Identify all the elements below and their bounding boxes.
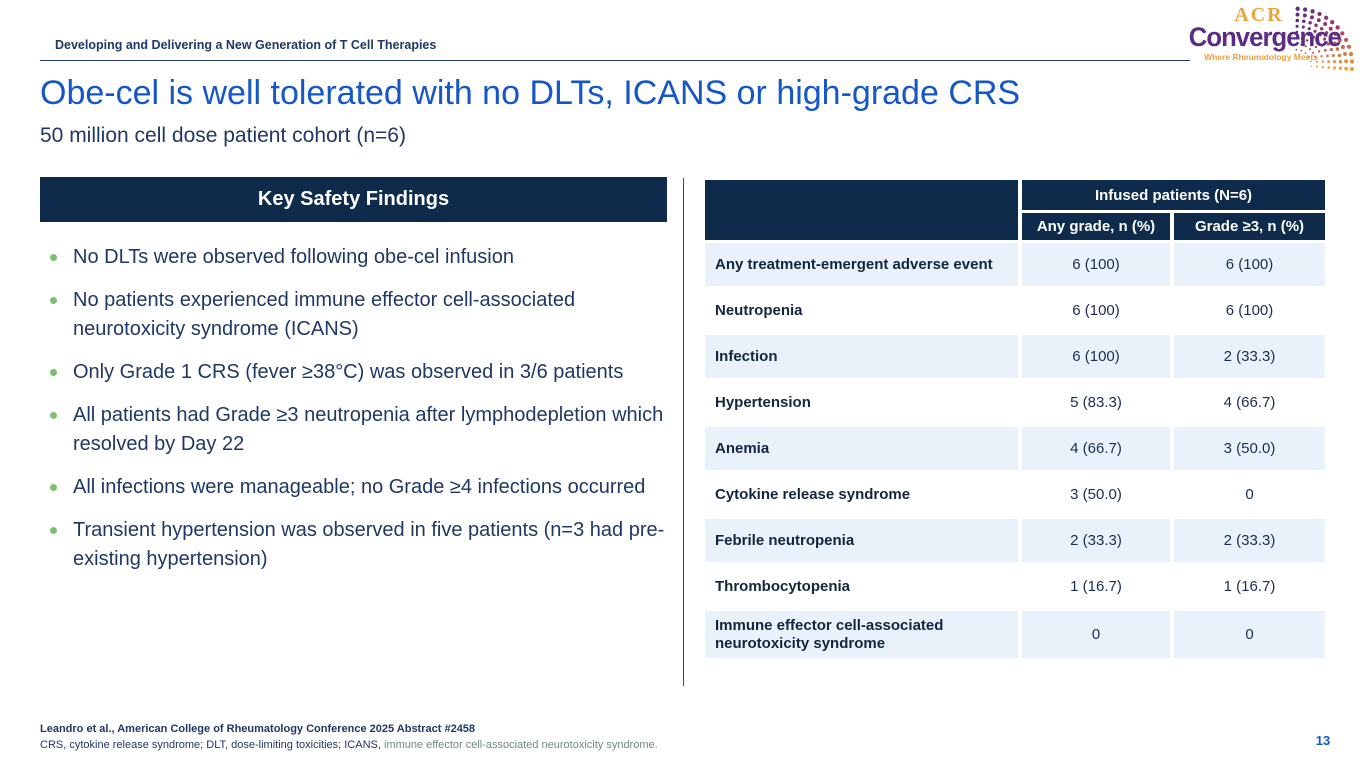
bullet-item: No DLTs were observed following obe-cel …: [40, 243, 668, 272]
table-cell-grade3: 6 (100): [1225, 302, 1274, 319]
table-cell-any-grade: 0: [1022, 611, 1170, 658]
abbreviations-navy: CRS, cytokine release syndrome; DLT, dos…: [40, 739, 384, 751]
table-cell-any-grade: 5 (83.3): [1070, 394, 1122, 411]
acr-convergence-logo: ACR Convergence Where Rheumatology Meets: [1185, 3, 1357, 71]
table-row-label: Cytokine release syndrome: [715, 485, 911, 503]
table-row-label: Anemia: [705, 427, 1018, 470]
key-safety-findings-header: Key Safety Findings: [40, 177, 667, 222]
table-cell-grade3: 4 (66.7): [1223, 394, 1276, 411]
abbreviations-green: immune effector cell-associated neurotox…: [383, 739, 658, 751]
table-cell-grade3: 2 (33.3): [1174, 335, 1325, 378]
key-findings-list: No DLTs were observed following obe-cel …: [40, 243, 668, 588]
table-cell-grade3: 1 (16.7): [1223, 578, 1276, 595]
bullet-item: Transient hypertension was observed in f…: [40, 516, 668, 574]
table-cell-grade3: 3 (50.0): [1174, 427, 1325, 470]
table-cell-any-grade: 3 (50.0): [1070, 486, 1122, 503]
table-cell-any-grade: 6 (100): [1022, 243, 1170, 286]
table-row-label: Hypertension: [715, 393, 811, 411]
header-divider: [40, 60, 1190, 61]
table-row-label: Febrile neutropenia: [705, 519, 1018, 562]
vertical-divider: [683, 178, 684, 686]
table-cell-grade3: 0: [1245, 486, 1254, 503]
table-row-label: Any treatment-emergent adverse event: [705, 243, 1018, 286]
table-cell-grade3: 2 (33.3): [1174, 519, 1325, 562]
slide-title: Obe-cel is well tolerated with no DLTs, …: [40, 74, 1021, 112]
table-row-label: Neutropenia: [715, 301, 803, 319]
table-cell-grade3: 6 (100): [1174, 243, 1325, 286]
bullet-item: No patients experienced immune effector …: [40, 286, 668, 344]
logo-dots-decoration: [1295, 6, 1355, 71]
slide-subtitle: 50 million cell dose patient cohort (n=6…: [40, 124, 406, 147]
table-cell-any-grade: 4 (66.7): [1022, 427, 1170, 470]
citation: Leandro et al., American College of Rheu…: [40, 723, 476, 735]
logo-tagline: Where Rheumatology Meets: [1204, 52, 1318, 62]
table-cell-any-grade: 6 (100): [1022, 335, 1170, 378]
logo-convergence-text: Convergence: [1188, 22, 1342, 52]
table-column-header-any-grade: Any grade, n (%): [1022, 213, 1170, 240]
table-row-label: Thrombocytopenia: [715, 577, 851, 595]
table-cell-any-grade: 6 (100): [1072, 302, 1120, 319]
table-corner-cell: [705, 180, 1018, 240]
abbreviations: CRS, cytokine release syndrome; DLT, dos…: [40, 739, 658, 751]
table-row-label: Infection: [705, 335, 1018, 378]
logo-acr-text: ACR: [1234, 4, 1284, 26]
table-group-header: Infused patients (N=6): [1022, 180, 1325, 210]
adverse-events-table: Infused patients (N=6) Any grade, n (%) …: [705, 180, 1325, 658]
presentation-title: Developing and Delivering a New Generati…: [55, 38, 437, 52]
bullet-item: All infections were manageable; no Grade…: [40, 473, 668, 502]
table-column-header-grade3: Grade ≥3, n (%): [1174, 213, 1325, 240]
table-cell-grade3: 0: [1174, 611, 1325, 658]
table-cell-any-grade: 2 (33.3): [1022, 519, 1170, 562]
bullet-item: All patients had Grade ≥3 neutropenia af…: [40, 401, 668, 459]
page-number: 13: [1315, 733, 1331, 748]
table-cell-any-grade: 1 (16.7): [1070, 578, 1122, 595]
table-row-label: Immune effector cell-associated neurotox…: [705, 611, 1018, 658]
bullet-item: Only Grade 1 CRS (fever ≥38°C) was obser…: [40, 358, 668, 387]
